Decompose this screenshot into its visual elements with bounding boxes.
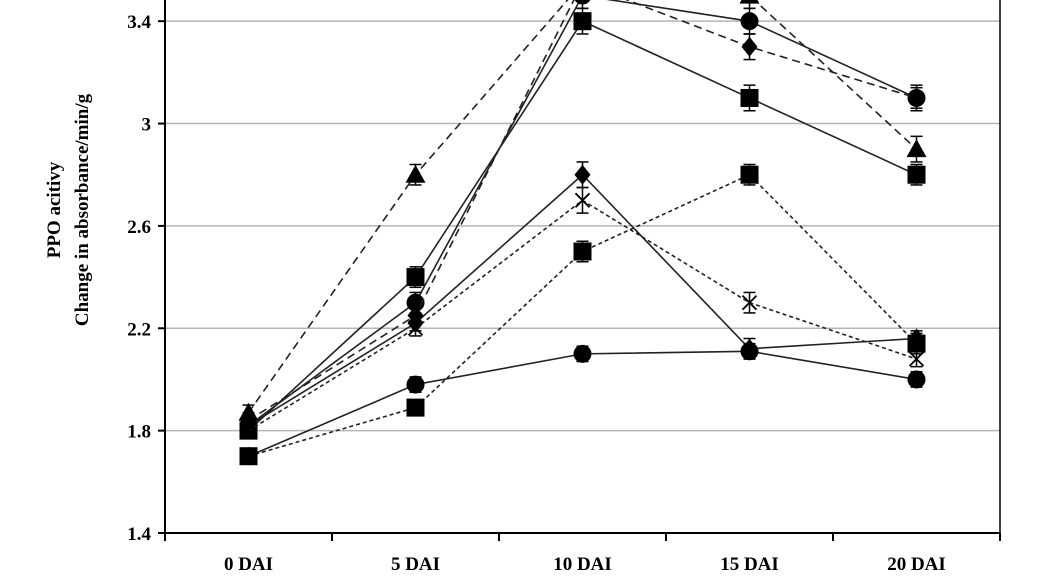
y-tick-label: 1.4 bbox=[127, 524, 151, 545]
y-axis-label-line2: Change in absorbance/min/g bbox=[72, 93, 93, 326]
x-tick-label: 5 DAI bbox=[391, 554, 440, 575]
series-line bbox=[248, 0, 917, 427]
point-marker-circle bbox=[907, 370, 926, 389]
point-marker-cross bbox=[574, 192, 591, 208]
point-marker-diamond bbox=[908, 87, 925, 108]
y-axis-label-line1: PPO acitivy bbox=[44, 161, 65, 258]
point-marker-square bbox=[406, 268, 425, 287]
point-marker-cross bbox=[240, 422, 257, 439]
cross-stroke bbox=[741, 295, 758, 311]
y-tick-label: 2.6 bbox=[127, 217, 151, 238]
point-marker-square bbox=[907, 165, 926, 184]
point-marker-square bbox=[573, 242, 592, 261]
series-6 bbox=[240, 0, 925, 431]
x-tick-label: 15 DAI bbox=[720, 554, 779, 575]
error-bar bbox=[743, 0, 756, 10]
point-marker-square bbox=[239, 447, 258, 466]
point-marker-circle bbox=[406, 375, 425, 394]
point-marker-square bbox=[406, 398, 425, 417]
x-tick-label: 0 DAI bbox=[224, 554, 273, 575]
axes bbox=[158, 0, 1001, 541]
axis-labels: PPO acitivy Change in absorbance/min/g 1… bbox=[44, 12, 946, 575]
cross-stroke bbox=[407, 320, 424, 336]
data-series bbox=[238, 0, 927, 466]
point-marker-circle bbox=[740, 12, 759, 31]
point-marker-cross bbox=[407, 320, 424, 336]
series-8 bbox=[239, 163, 926, 466]
y-tick-label: 2.2 bbox=[127, 319, 151, 340]
cross-stroke bbox=[240, 422, 257, 439]
point-marker-cross bbox=[741, 295, 758, 311]
x-tick-label: 10 DAI bbox=[553, 554, 612, 575]
cross-stroke bbox=[574, 192, 591, 208]
point-marker-diamond bbox=[574, 164, 591, 185]
point-marker-triangle bbox=[906, 139, 927, 158]
point-marker-diamond bbox=[741, 36, 758, 57]
series-line bbox=[248, 0, 917, 422]
point-marker-square bbox=[740, 88, 759, 107]
point-marker-triangle bbox=[739, 0, 760, 4]
point-marker-square bbox=[907, 334, 926, 353]
point-marker-circle bbox=[740, 342, 759, 361]
y-tick-label: 3.4 bbox=[127, 12, 151, 33]
y-tick-label: 3 bbox=[142, 115, 152, 136]
point-marker-square bbox=[740, 165, 759, 184]
point-marker-square bbox=[573, 12, 592, 31]
point-marker-triangle bbox=[405, 164, 426, 183]
y-tick-label: 1.8 bbox=[127, 422, 151, 443]
series-7 bbox=[240, 186, 925, 440]
x-tick-label: 20 DAI bbox=[887, 554, 946, 575]
point-marker-circle bbox=[574, 0, 591, 5]
point-marker-circle bbox=[573, 344, 592, 363]
